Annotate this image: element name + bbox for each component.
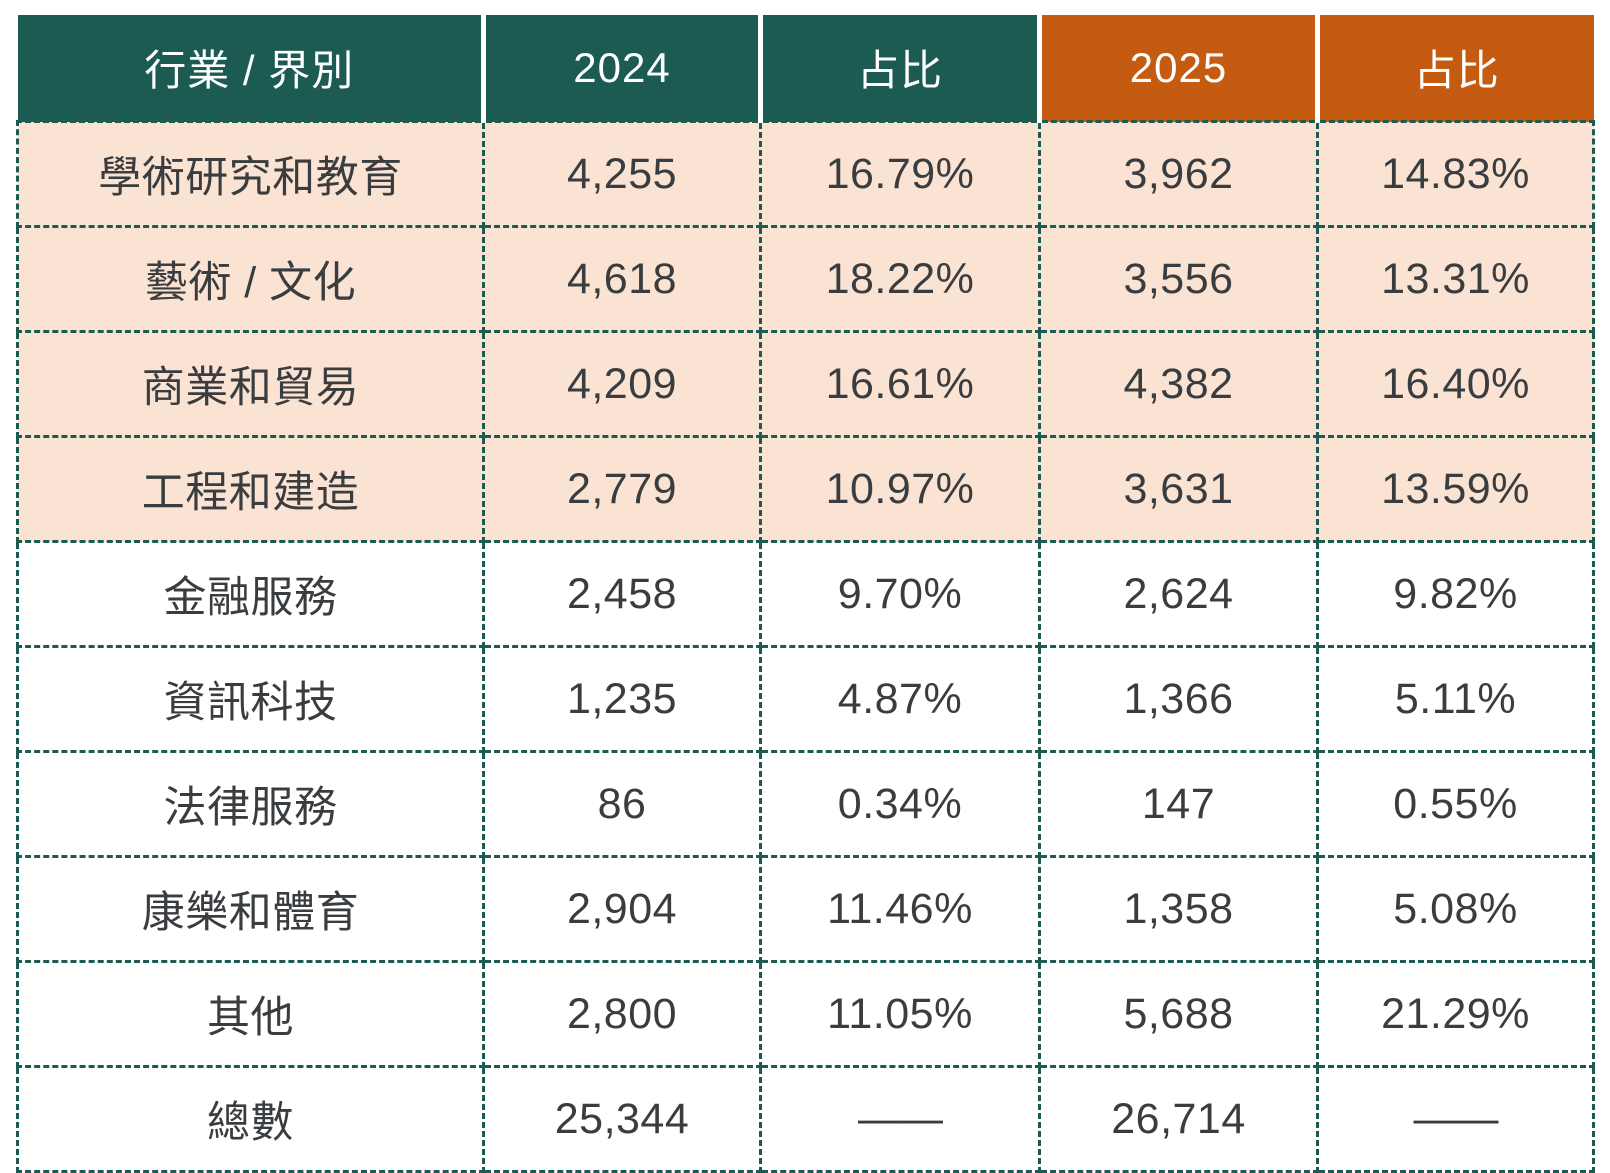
cell-sector-label: 商業和貿易 <box>16 330 485 438</box>
industry-sector-table-container: 行業 / 界別 2024 占比 2025 占比 學術研究和教育 4,255 16… <box>16 15 1595 1173</box>
col-header-industry: 行業 / 界別 <box>17 15 484 122</box>
cell-2025-share: 0.55% <box>1316 750 1595 858</box>
table-row-academic-research-education: 學術研究和教育 4,255 16.79% 3,962 14.83% <box>16 120 1595 228</box>
col-header-2025-share: 占比 <box>1315 15 1594 122</box>
cell-2025-share: 5.11% <box>1316 645 1595 753</box>
cell-2024-count: 4,209 <box>482 330 762 438</box>
cell-2024-count: 86 <box>482 750 762 858</box>
cell-2025-count: 4,382 <box>1038 330 1319 438</box>
table-row-others: 其他 2,800 11.05% 5,688 21.29% <box>16 960 1595 1068</box>
col-header-2024-share: 占比 <box>758 15 1040 122</box>
table-row-business-trade: 商業和貿易 4,209 16.61% 4,382 16.40% <box>16 330 1595 438</box>
cell-2024-count: 4,255 <box>482 120 762 228</box>
cell-sector-label: 工程和建造 <box>16 435 485 543</box>
cell-2024-count: 2,904 <box>482 855 762 963</box>
cell-2025-count: 2,624 <box>1038 540 1319 648</box>
cell-2024-share: 0.34% <box>759 750 1041 858</box>
cell-2025-count: 3,556 <box>1038 225 1319 333</box>
cell-total-2025-share-dash: —— <box>1316 1065 1595 1173</box>
cell-sector-label: 法律服務 <box>16 750 485 858</box>
cell-2025-share: 13.59% <box>1316 435 1595 543</box>
cell-2024-share: 16.61% <box>759 330 1041 438</box>
cell-sector-label: 金融服務 <box>16 540 485 648</box>
col-header-2024: 2024 <box>481 15 761 122</box>
header-row: 行業 / 界別 2024 占比 2025 占比 <box>17 15 1594 122</box>
cell-2024-count: 1,235 <box>482 645 762 753</box>
cell-2024-share: 10.97% <box>759 435 1041 543</box>
col-header-2025: 2025 <box>1037 15 1318 122</box>
cell-2025-count: 3,631 <box>1038 435 1319 543</box>
cell-sector-label: 其他 <box>16 960 485 1068</box>
cell-2025-share: 21.29% <box>1316 960 1595 1068</box>
cell-2024-count: 4,618 <box>482 225 762 333</box>
cell-sector-label: 康樂和體育 <box>16 855 485 963</box>
table-row-engineering-construction: 工程和建造 2,779 10.97% 3,631 13.59% <box>16 435 1595 543</box>
cell-2024-share: 11.05% <box>759 960 1041 1068</box>
cell-2025-count: 1,366 <box>1038 645 1319 753</box>
cell-total-label: 總數 <box>16 1065 485 1173</box>
cell-2024-share: 16.79% <box>759 120 1041 228</box>
table-row-total: 總數 25,344 —— 26,714 —— <box>16 1065 1595 1173</box>
cell-total-2024-share-dash: —— <box>759 1065 1041 1173</box>
cell-2024-count: 2,800 <box>482 960 762 1068</box>
table-row-arts-culture: 藝術 / 文化 4,618 18.22% 3,556 13.31% <box>16 225 1595 333</box>
cell-2024-count: 2,779 <box>482 435 762 543</box>
cell-sector-label: 藝術 / 文化 <box>16 225 485 333</box>
cell-total-2025-count: 26,714 <box>1038 1065 1319 1173</box>
table-row-recreation-sports: 康樂和體育 2,904 11.46% 1,358 5.08% <box>16 855 1595 963</box>
cell-2025-count: 3,962 <box>1038 120 1319 228</box>
industry-sector-table: 行業 / 界別 2024 占比 2025 占比 學術研究和教育 4,255 16… <box>16 15 1595 1173</box>
table-row-information-technology: 資訊科技 1,235 4.87% 1,366 5.11% <box>16 645 1595 753</box>
cell-total-2024-count: 25,344 <box>482 1065 762 1173</box>
cell-2025-share: 5.08% <box>1316 855 1595 963</box>
table-row-legal-services: 法律服務 86 0.34% 147 0.55% <box>16 750 1595 858</box>
cell-2025-share: 13.31% <box>1316 225 1595 333</box>
cell-2025-share: 16.40% <box>1316 330 1595 438</box>
cell-2024-share: 18.22% <box>759 225 1041 333</box>
cell-sector-label: 資訊科技 <box>16 645 485 753</box>
table-row-financial-services: 金融服務 2,458 9.70% 2,624 9.82% <box>16 540 1595 648</box>
cell-2025-count: 147 <box>1038 750 1319 858</box>
cell-2025-count: 1,358 <box>1038 855 1319 963</box>
cell-2025-share: 14.83% <box>1316 120 1595 228</box>
cell-2025-share: 9.82% <box>1316 540 1595 648</box>
cell-2024-share: 9.70% <box>759 540 1041 648</box>
cell-2025-count: 5,688 <box>1038 960 1319 1068</box>
cell-2024-share: 4.87% <box>759 645 1041 753</box>
cell-sector-label: 學術研究和教育 <box>16 120 485 228</box>
cell-2024-count: 2,458 <box>482 540 762 648</box>
cell-2024-share: 11.46% <box>759 855 1041 963</box>
